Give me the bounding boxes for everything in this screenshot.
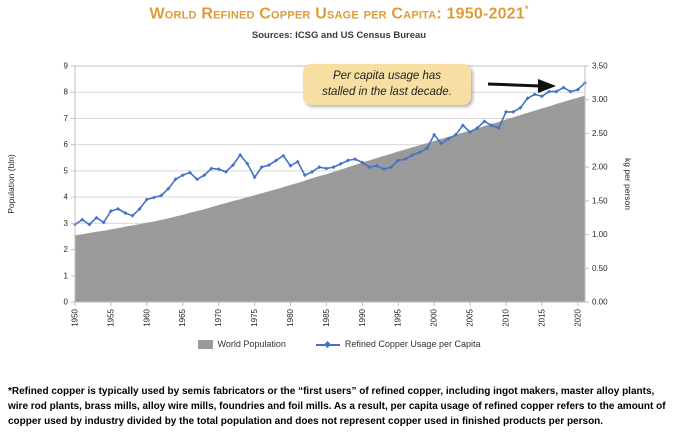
copper-usage-swatch-icon xyxy=(315,340,340,349)
chart-plot-area: 0 1 2 3 4 5 6 7 8 9 0.00 0.50 1.00 1.50 2.00 2.50 3.00 3.… xyxy=(6,62,633,327)
annotation-line1: Per capita usage has xyxy=(332,70,442,82)
annotation-line2: stalled in the last decade. xyxy=(322,85,452,98)
svg-text:1985: 1985 xyxy=(322,308,331,326)
svg-text:2: 2 xyxy=(64,245,69,254)
svg-text:3.50: 3.50 xyxy=(592,62,608,71)
svg-text:3.00: 3.00 xyxy=(592,95,608,104)
svg-text:6: 6 xyxy=(64,140,69,149)
svg-text:kg per person: kg per person xyxy=(623,158,633,210)
chart-title-text: World Refined Copper Usage per Capita: 1… xyxy=(149,5,525,23)
legend-label-world-population: World Population xyxy=(217,339,286,349)
svg-text:2000: 2000 xyxy=(430,308,439,326)
svg-text:Population (bln): Population (bln) xyxy=(6,154,16,214)
svg-text:0: 0 xyxy=(64,298,69,307)
svg-text:1980: 1980 xyxy=(286,308,295,326)
svg-text:2.00: 2.00 xyxy=(592,163,608,172)
svg-text:1995: 1995 xyxy=(394,308,403,326)
svg-text:0.00: 0.00 xyxy=(592,298,608,307)
footnote-text: *Refined copper is typically used by sem… xyxy=(8,386,666,427)
legend-item-world-population: World Population xyxy=(197,339,286,349)
legend-label-copper-usage: Refined Copper Usage per Capita xyxy=(344,339,481,349)
annotation-arrow-icon xyxy=(487,79,556,93)
svg-text:2.50: 2.50 xyxy=(592,129,608,138)
svg-text:1960: 1960 xyxy=(142,308,151,326)
svg-text:1.00: 1.00 xyxy=(592,230,608,239)
svg-text:1.50: 1.50 xyxy=(592,196,608,205)
svg-text:9: 9 xyxy=(64,62,69,71)
svg-text:1955: 1955 xyxy=(106,308,115,326)
chart-legend: World Population Refined Copper Usage pe… xyxy=(0,339,678,349)
svg-text:7: 7 xyxy=(64,114,69,123)
chart-title-asterisk: * xyxy=(524,4,529,14)
svg-text:0.50: 0.50 xyxy=(592,264,608,273)
chart-title: World Refined Copper Usage per Capita: 1… xyxy=(0,4,678,23)
chart-subtitle: Sources: ICSG and US Census Bureau xyxy=(251,30,427,41)
svg-text:1950: 1950 xyxy=(71,308,80,326)
svg-text:3: 3 xyxy=(64,219,69,228)
svg-text:1970: 1970 xyxy=(214,308,223,326)
svg-text:2005: 2005 xyxy=(466,308,475,326)
svg-text:1975: 1975 xyxy=(250,308,259,326)
svg-text:2020: 2020 xyxy=(573,308,582,326)
svg-text:5: 5 xyxy=(64,166,69,175)
legend-item-copper-usage: Refined Copper Usage per Capita xyxy=(315,339,481,349)
svg-text:4: 4 xyxy=(64,193,69,202)
annotation-callout: Per capita usage has stalled in the last… xyxy=(303,64,471,106)
svg-text:2015: 2015 xyxy=(537,308,546,326)
svg-text:8: 8 xyxy=(64,88,69,97)
svg-text:1965: 1965 xyxy=(178,308,187,326)
svg-text:1990: 1990 xyxy=(358,308,367,326)
svg-text:2010: 2010 xyxy=(501,308,510,326)
world-population-swatch-icon xyxy=(197,339,213,349)
svg-text:1: 1 xyxy=(64,271,69,280)
